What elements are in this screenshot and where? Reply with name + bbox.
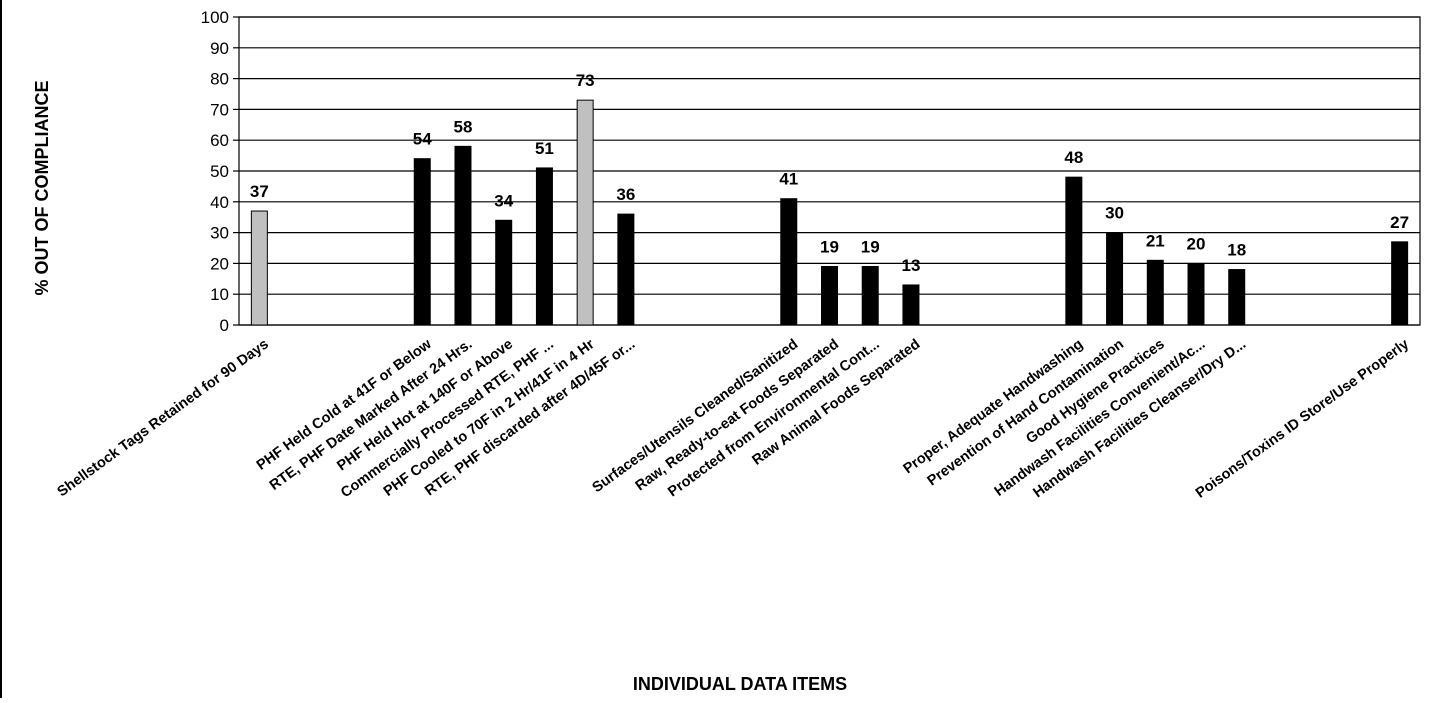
category-labels: Shellstock Tags Retained for 90 DaysPHF … [55,336,1412,502]
y-tick-label: 40 [210,193,229,212]
data-label: 21 [1146,231,1165,250]
data-label: 54 [413,130,432,149]
data-label: 58 [454,117,473,136]
data-label: 20 [1187,234,1206,253]
bar [780,198,798,326]
bar [1187,262,1205,326]
bar [617,213,635,326]
category-label: Shellstock Tags Retained for 90 Days [55,336,272,500]
y-tick-label: 80 [210,70,229,89]
bar [576,99,594,326]
bar [1106,232,1124,326]
bar [413,158,431,326]
bar [1228,269,1246,326]
data-label: 34 [494,191,513,210]
bar [1391,241,1409,326]
data-label: 19 [820,237,839,256]
data-label: 27 [1390,213,1409,232]
data-label: 41 [779,170,798,189]
y-axis-ticks: 0 10 20 30 40 50 60 70 80 90 100 [201,8,239,335]
bar [821,265,838,326]
bar [1065,176,1083,326]
bar [535,167,553,326]
x-axis-title: INDIVIDUAL DATA ITEMS [633,674,847,694]
data-label: 18 [1227,241,1246,260]
y-tick-label: 70 [210,100,229,119]
data-label: 30 [1105,204,1124,223]
data-label: 48 [1064,148,1083,167]
bar [861,265,879,326]
data-label: 13 [901,256,920,275]
bar [495,219,513,326]
y-tick-label: 20 [210,254,229,273]
data-labels: 37 54 58 34 51 73 36 41 19 19 13 48 30 21 20 18 27 [250,71,1409,275]
data-label: 36 [616,185,635,204]
bar [902,284,920,326]
bars [250,99,1409,326]
y-tick-label: 60 [210,131,229,150]
data-label: 37 [250,182,269,201]
y-tick-label: 10 [210,285,229,304]
data-label: 51 [535,139,554,158]
bar [1146,259,1164,326]
y-tick-label: 30 [210,224,229,243]
y-tick-label: 0 [220,316,229,335]
y-tick-label: 100 [201,8,229,27]
data-label: 73 [576,71,595,90]
y-axis-title: % OUT OF COMPLIANCE [32,81,52,296]
bar [454,145,472,326]
y-tick-label: 50 [210,162,229,181]
y-tick-label: 90 [210,39,229,58]
bar [250,210,268,326]
data-label: 19 [861,237,880,256]
